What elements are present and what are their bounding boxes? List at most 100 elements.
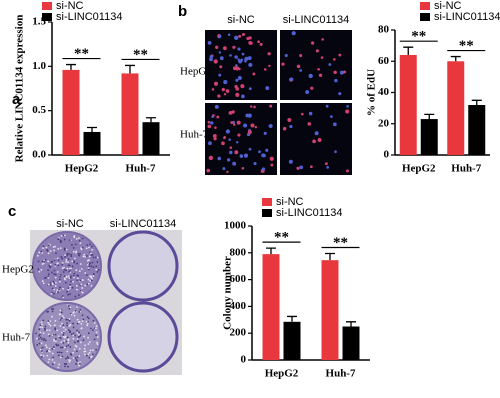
colony (83, 347, 86, 350)
cell (270, 163, 274, 167)
colony (53, 288, 56, 291)
colony (42, 262, 45, 265)
colony (65, 261, 68, 263)
bar (83, 131, 101, 155)
cell (269, 156, 274, 161)
colony (71, 265, 74, 268)
cell (321, 38, 324, 41)
colony (86, 244, 89, 247)
colony (52, 308, 55, 310)
bar (262, 254, 280, 360)
colony (75, 269, 78, 272)
colony (64, 346, 66, 349)
colony (97, 268, 100, 271)
colony (88, 263, 91, 266)
cell (305, 90, 310, 94)
colony (67, 275, 70, 277)
colony (48, 264, 51, 267)
cell (263, 68, 267, 71)
colony (84, 284, 86, 287)
colony (68, 277, 71, 279)
colony (52, 280, 55, 283)
y-tick-label: 20 (378, 117, 390, 129)
colony (67, 305, 70, 307)
cell (333, 58, 336, 61)
colony (87, 317, 90, 320)
colony (42, 319, 45, 322)
cell (324, 162, 328, 166)
colony (69, 269, 72, 271)
colony (48, 244, 50, 247)
colony (78, 237, 80, 239)
bar (447, 61, 465, 155)
significance: ** (459, 38, 474, 54)
colony (48, 329, 51, 332)
colony (41, 338, 43, 340)
cell (248, 62, 253, 68)
cell (244, 56, 249, 61)
cell (261, 153, 266, 158)
colony (61, 267, 64, 270)
row-label: Huh-7 (180, 129, 209, 141)
colony (56, 271, 59, 273)
colony (96, 270, 99, 273)
colony (70, 313, 73, 316)
colony (63, 275, 66, 278)
colony (44, 339, 47, 342)
colony (42, 346, 44, 349)
colony (47, 275, 50, 278)
colony (59, 356, 62, 359)
colony (61, 355, 64, 358)
cell (218, 73, 222, 77)
colony (57, 264, 60, 267)
colony (47, 276, 50, 279)
colony (42, 332, 45, 335)
colony (45, 276, 47, 279)
colony (42, 245, 45, 248)
cell (268, 64, 271, 68)
colony (61, 263, 64, 266)
colony (63, 238, 66, 241)
colony (87, 353, 90, 356)
colony (73, 314, 76, 317)
colony (75, 350, 78, 353)
colony (92, 319, 95, 322)
cell (223, 136, 226, 140)
colony (57, 248, 60, 250)
bar (399, 55, 417, 155)
cell (223, 93, 227, 96)
cell (312, 139, 316, 144)
colony (67, 264, 70, 267)
colony (62, 324, 65, 327)
colony (79, 341, 82, 344)
colony (59, 313, 62, 316)
colony (67, 293, 70, 296)
colony (49, 266, 51, 269)
colony (59, 324, 62, 327)
colony (59, 286, 61, 289)
cell (207, 40, 212, 45)
colony (43, 327, 46, 330)
colony (67, 338, 70, 341)
colony (90, 279, 93, 282)
colony (77, 294, 80, 296)
colony (39, 336, 42, 339)
colony (51, 315, 53, 318)
colony (72, 332, 75, 335)
colony (87, 343, 90, 345)
colony (79, 252, 81, 255)
colony (56, 351, 59, 354)
colony (62, 287, 64, 290)
cell (237, 75, 242, 80)
cell (250, 123, 255, 128)
cell (216, 115, 220, 119)
y-tick-label: 600 (230, 273, 247, 285)
colony (50, 292, 53, 295)
cell (222, 167, 226, 171)
colony (63, 340, 66, 342)
cell (214, 104, 219, 109)
colony (76, 322, 79, 325)
colony (54, 285, 57, 287)
cell (317, 138, 322, 142)
colony (57, 344, 60, 347)
